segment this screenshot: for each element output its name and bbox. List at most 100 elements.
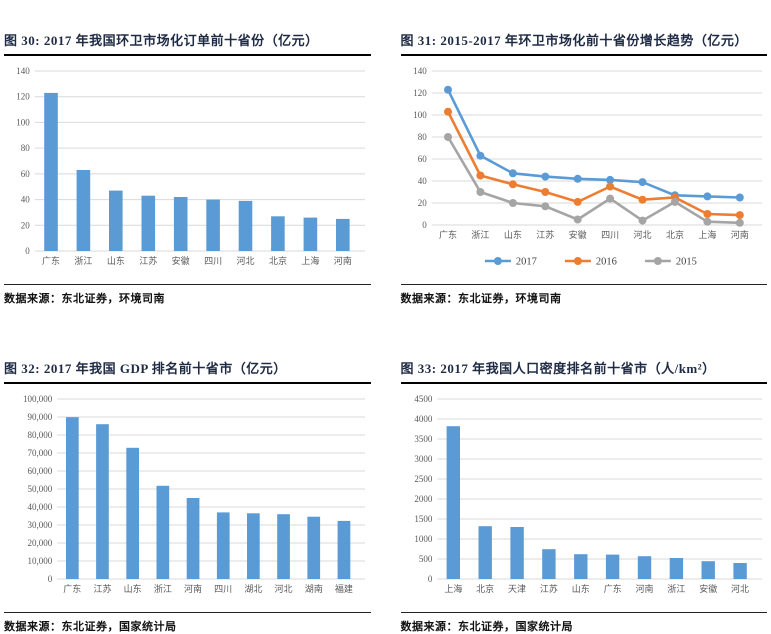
series-marker [443,85,452,94]
y-tick-label: 80,000 [27,430,52,440]
x-tick-label: 江苏 [539,583,557,594]
y-tick-label: 2500 [414,474,433,484]
series-marker [638,216,646,225]
bar [173,197,188,251]
bar-chart-svg: 0 500 1000 1500 2000 2500 3000 3500 4000 4500 上海 北京… [414,394,762,594]
series-marker [475,151,484,160]
x-tick-label: 安徽 [699,583,717,594]
bar [303,217,318,251]
bar [141,195,156,251]
line-chart-svg: 0 20 40 60 80 100 120 140 广东 浙江 山东 江苏 安徽 四川 河北 北京 上海 河南 20… [413,66,762,268]
x-tick-label: 河北 [275,583,293,594]
bar [573,554,587,579]
y-tick-label: 40,000 [27,502,52,512]
x-tick-label: 安徽 [172,255,190,266]
figure-31-title-wrap: 图 31: 2015-2017 年环卫市场化前十省份增长趋势（亿元） [400,6,767,56]
y-tick-label: 500 [418,554,432,564]
series-marker [702,217,711,226]
x-tick-label: 山东 [571,583,589,594]
y-tick-label: 80 [417,132,427,142]
bar [277,514,290,579]
y-tick-label: 140 [413,66,427,76]
figure-32-bar-chart: 0 10,000 20,000 30,000 40,000 50,000 60,000 70,… [4,389,371,597]
bar [605,554,619,579]
y-tick-label: 40 [21,195,31,205]
x-tick-label: 浙江 [74,255,92,266]
bar [446,426,460,579]
series-marker [670,197,679,206]
y-tick-label: 100 [16,117,30,127]
figure-30-title: 图 30: 2017 年我国环卫市场化订单前十省份（亿元） [4,32,319,48]
y-tick-label: 3500 [414,434,433,444]
bar [96,424,109,579]
bar [247,513,260,579]
series-marker [605,194,614,203]
x-tick-label: 北京 [476,583,494,594]
x-tick-label: 四川 [204,256,222,266]
series-marker [540,202,549,211]
x-tick-label: 河北 [237,255,255,266]
y-tick-label: 120 [413,88,427,98]
figure-33-source-text: 数据来源：东北证券，国家统计局 [400,621,573,633]
series-marker [475,171,484,180]
series-marker [735,193,744,202]
figure-31-title: 图 31: 2015-2017 年环卫市场化前十省份增长趋势（亿元） [400,32,748,48]
bar [186,498,200,579]
bar [669,558,683,579]
x-tick-label: 湖南 [305,583,323,594]
y-tick-label: 60 [417,154,427,164]
legend-label-2016: 2016 [595,257,616,268]
bar [307,516,321,579]
series-marker [508,180,517,189]
y-tick-label: 50,000 [27,484,52,494]
figure-32-title: 图 32: 2017 年我国 GDP 排名前十省市（亿元） [4,360,287,376]
y-tick-label: 20,000 [27,538,52,548]
bar [732,563,747,579]
series-marker [638,178,646,187]
series-marker [573,197,582,206]
y-tick-label: 20 [417,198,427,208]
figure-30-source: 数据来源：东北证券，环境司南 [4,284,371,306]
y-tick-label: 4500 [414,394,433,404]
figure-30-source-text: 数据来源：东北证券，环境司南 [4,293,165,305]
x-tick-label: 安徽 [568,229,586,240]
figure-32-title-wrap: 图 32: 2017 年我国 GDP 排名前十省市（亿元） [4,334,371,384]
x-tick-label: 江苏 [93,583,111,594]
y-tick-label: 60,000 [27,466,52,476]
y-tick-label: 90,000 [27,412,52,422]
y-tick-label: 140 [16,66,30,76]
legend-marker [493,257,502,265]
figure-32: 图 32: 2017 年我国 GDP 排名前十省市（亿元） 0 10,000 20,… [4,334,371,634]
bar [44,92,58,252]
bar [66,417,79,579]
legend-marker [573,257,582,265]
series-marker [605,182,614,191]
x-tick-label: 北京 [665,229,683,240]
y-tick-label: 0 [427,574,432,584]
x-tick-label: 福建 [335,583,353,594]
bar [76,170,91,251]
bar [509,527,524,579]
x-tick-label: 河北 [731,583,749,594]
legend-label-2017: 2017 [515,257,536,268]
series-marker [702,192,711,201]
figure-31: 图 31: 2015-2017 年环卫市场化前十省份增长趋势（亿元） 0 20 40… [400,6,767,306]
y-tick-label: 0 [48,574,53,584]
y-tick-label: 2000 [414,494,433,504]
y-tick-label: 20 [21,220,31,230]
series-marker [540,172,549,181]
bar [637,556,651,579]
figure-33-title-wrap: 图 33: 2017 年我国人口密度排名前十省市（人/km²） [400,334,767,384]
bar [701,561,715,579]
bar [271,216,285,251]
figure-33-title: 图 33: 2017 年我国人口密度排名前十省市（人/km²） [400,360,716,376]
figure-32-source-text: 数据来源：东北证券，国家统计局 [4,621,177,633]
x-tick-label: 浙江 [154,583,172,594]
y-tick-label: 70,000 [27,448,52,458]
bar [541,549,556,579]
figure-33-source: 数据来源：东北证券，国家统计局 [400,612,767,634]
y-tick-label: 80 [21,143,31,153]
x-tick-label: 广东 [63,583,81,594]
series-line-2015 [446,136,740,225]
